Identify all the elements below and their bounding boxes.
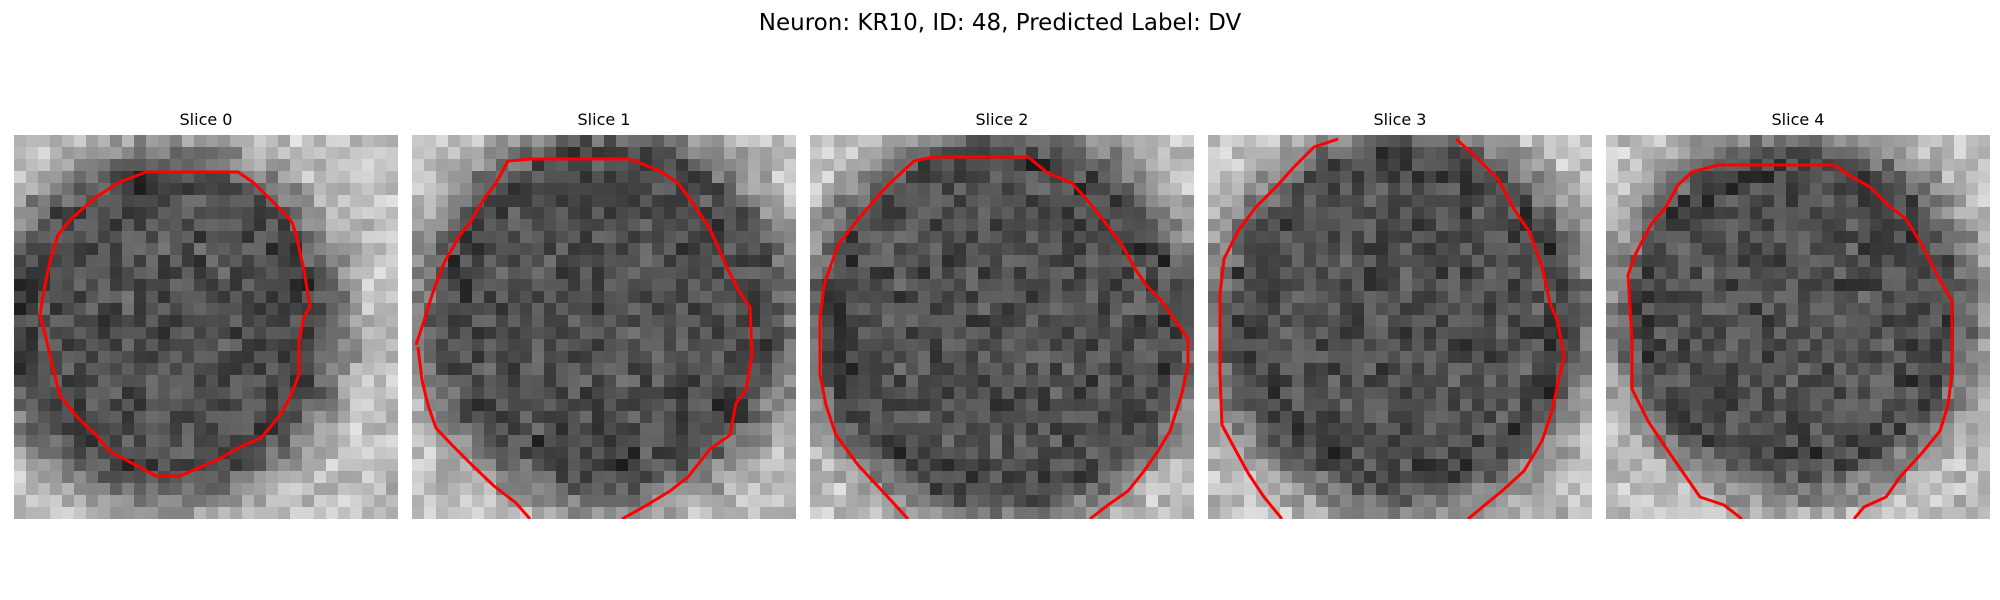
slice-panel-0: Slice 0 bbox=[14, 108, 398, 519]
slice-image bbox=[412, 135, 796, 519]
segmentation-contour bbox=[1455, 137, 1566, 519]
slice-image bbox=[1208, 135, 1592, 519]
grayscale-pixels bbox=[1606, 135, 1990, 519]
segmentation-contour bbox=[818, 155, 1190, 519]
segmentation-contour bbox=[1626, 163, 1954, 519]
slice-title: Slice 3 bbox=[1373, 110, 1427, 129]
slice-panel-3: Slice 3 bbox=[1208, 108, 1592, 519]
grayscale-pixels bbox=[14, 135, 398, 519]
slice-title: Slice 0 bbox=[179, 110, 233, 129]
slice-image bbox=[14, 135, 398, 519]
slice-title: Slice 1 bbox=[577, 110, 631, 129]
slice-image bbox=[1606, 135, 1990, 519]
slice-title: Slice 4 bbox=[1771, 110, 1825, 129]
slice-panel-2: Slice 2 bbox=[810, 108, 1194, 519]
slice-panel-4: Slice 4 bbox=[1606, 108, 1990, 519]
slice-title: Slice 2 bbox=[975, 110, 1029, 129]
grayscale-pixels bbox=[412, 135, 796, 519]
figure-title: Neuron: KR10, ID: 48, Predicted Label: D… bbox=[758, 10, 1242, 36]
segmentation-contour bbox=[38, 170, 312, 478]
segmentation-contour bbox=[414, 157, 754, 519]
slice-panel-1: Slice 1 bbox=[412, 108, 796, 519]
slice-image bbox=[810, 135, 1194, 519]
segmentation-contour bbox=[1218, 137, 1339, 519]
grayscale-pixels bbox=[1208, 135, 1592, 519]
segmentation-contour bbox=[416, 346, 532, 519]
grayscale-pixels bbox=[810, 135, 1194, 519]
